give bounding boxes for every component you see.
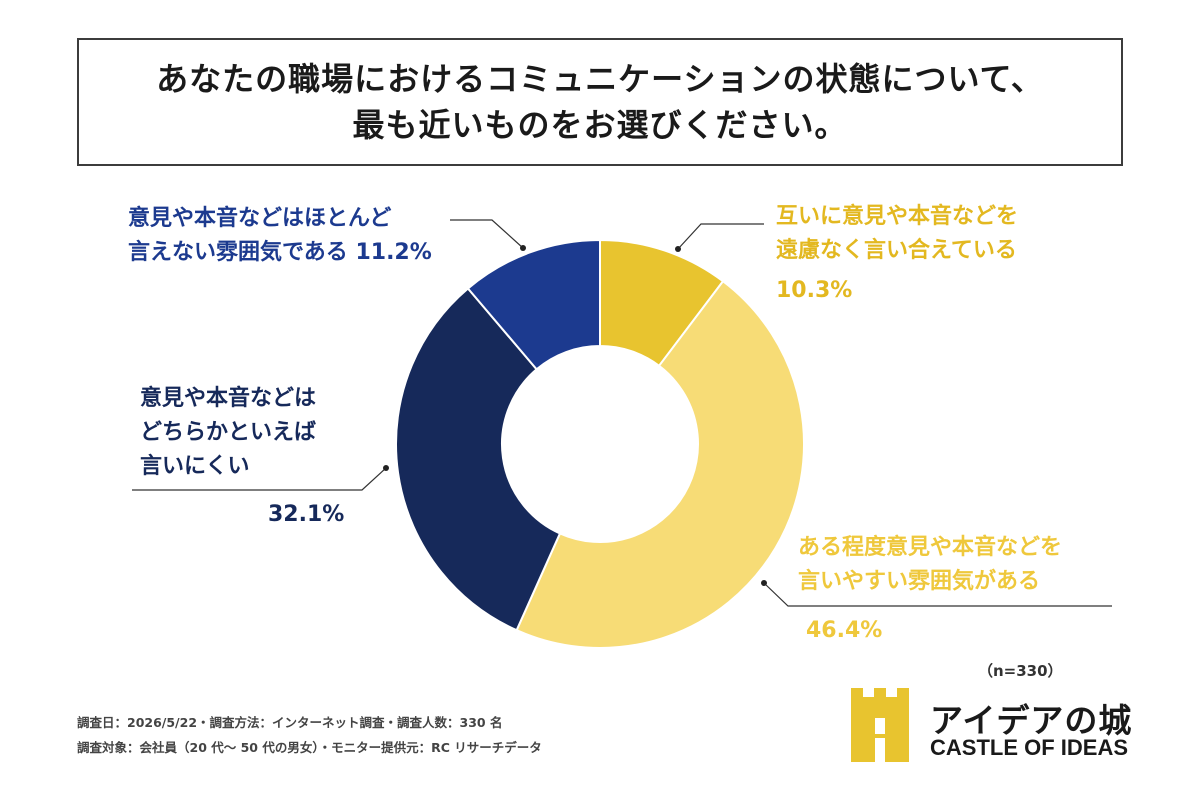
title-box: あなたの職場におけるコミュニケーションの状態について、 最も近いものをお選びくだ… <box>77 38 1123 166</box>
donut-slice-3 <box>466 238 601 371</box>
leader-dot-0 <box>675 246 681 252</box>
castle-logo-icon <box>851 688 909 762</box>
footnote-line-1: 調査日：2026/5/22・調査方法：インターネット調査・調査人数：330 名 <box>77 715 503 730</box>
label-slice-3: 意見や本音などはほとんど 言えない雰囲気である 11.2% <box>128 202 432 270</box>
value-label-slice-2: 32.1% <box>268 502 345 527</box>
title-line-2: 最も近いものをお選びください。 <box>352 106 848 144</box>
label-slice-1-line-2: 言いやすい雰囲気がある <box>798 569 1041 595</box>
label-slice-3-line-2: 言えない雰囲気である <box>128 240 348 266</box>
label-slice-0: 互いに意見や本音などを 遠慮なく言い合えている 10.3% <box>776 200 1018 303</box>
label-slice-0-line-1: 互いに意見や本音などを <box>776 204 1019 229</box>
footnote-line-2: 調査対象：会社員（20 代～ 50 代の男女）・モニター提供元：RC リサーチデ… <box>77 740 542 755</box>
label-slice-2-line-2: どちらかといえば <box>140 420 317 446</box>
logo-text-en: CASTLE OF IDEAS <box>930 735 1129 760</box>
label-slice-2: 意見や本音などは どちらかといえば 言いにくい <box>140 382 316 484</box>
leader-line-0 <box>677 223 764 250</box>
label-slice-1: ある程度意見や本音などを 言いやすい雰囲気がある <box>798 531 1062 599</box>
label-slice-2-line-3: 言いにくい <box>140 454 250 480</box>
donut-slice-2 <box>395 287 562 632</box>
value-label-slice-3: 11.2% <box>355 240 432 266</box>
label-slice-2-line-1: 意見や本音などは <box>140 386 317 411</box>
donut-slice-1 <box>515 279 805 649</box>
label-slice-0-line-2: 遠慮なく言い合えている <box>776 238 1017 264</box>
logo-text-jp: アイデアの城 <box>930 701 1133 740</box>
value-label-slice-1: 46.4% <box>806 618 883 643</box>
leader-line-2 <box>132 467 387 491</box>
label-slice-3-line-1: 意見や本音などはほとんど <box>128 206 392 231</box>
leader-dot-2 <box>383 465 389 471</box>
leader-line-3 <box>450 219 524 249</box>
title-line-1: あなたの職場におけるコミュニケーションの状態について、 <box>156 59 1044 98</box>
value-label-slice-0: 10.3% <box>776 278 853 304</box>
leader-line-1 <box>763 582 1112 607</box>
label-slice-1-line-1: ある程度意見や本音などを <box>798 535 1063 560</box>
leader-dot-1 <box>761 580 767 586</box>
sample-size-label: （n=330） <box>978 662 1063 680</box>
leader-dot-3 <box>520 245 526 251</box>
